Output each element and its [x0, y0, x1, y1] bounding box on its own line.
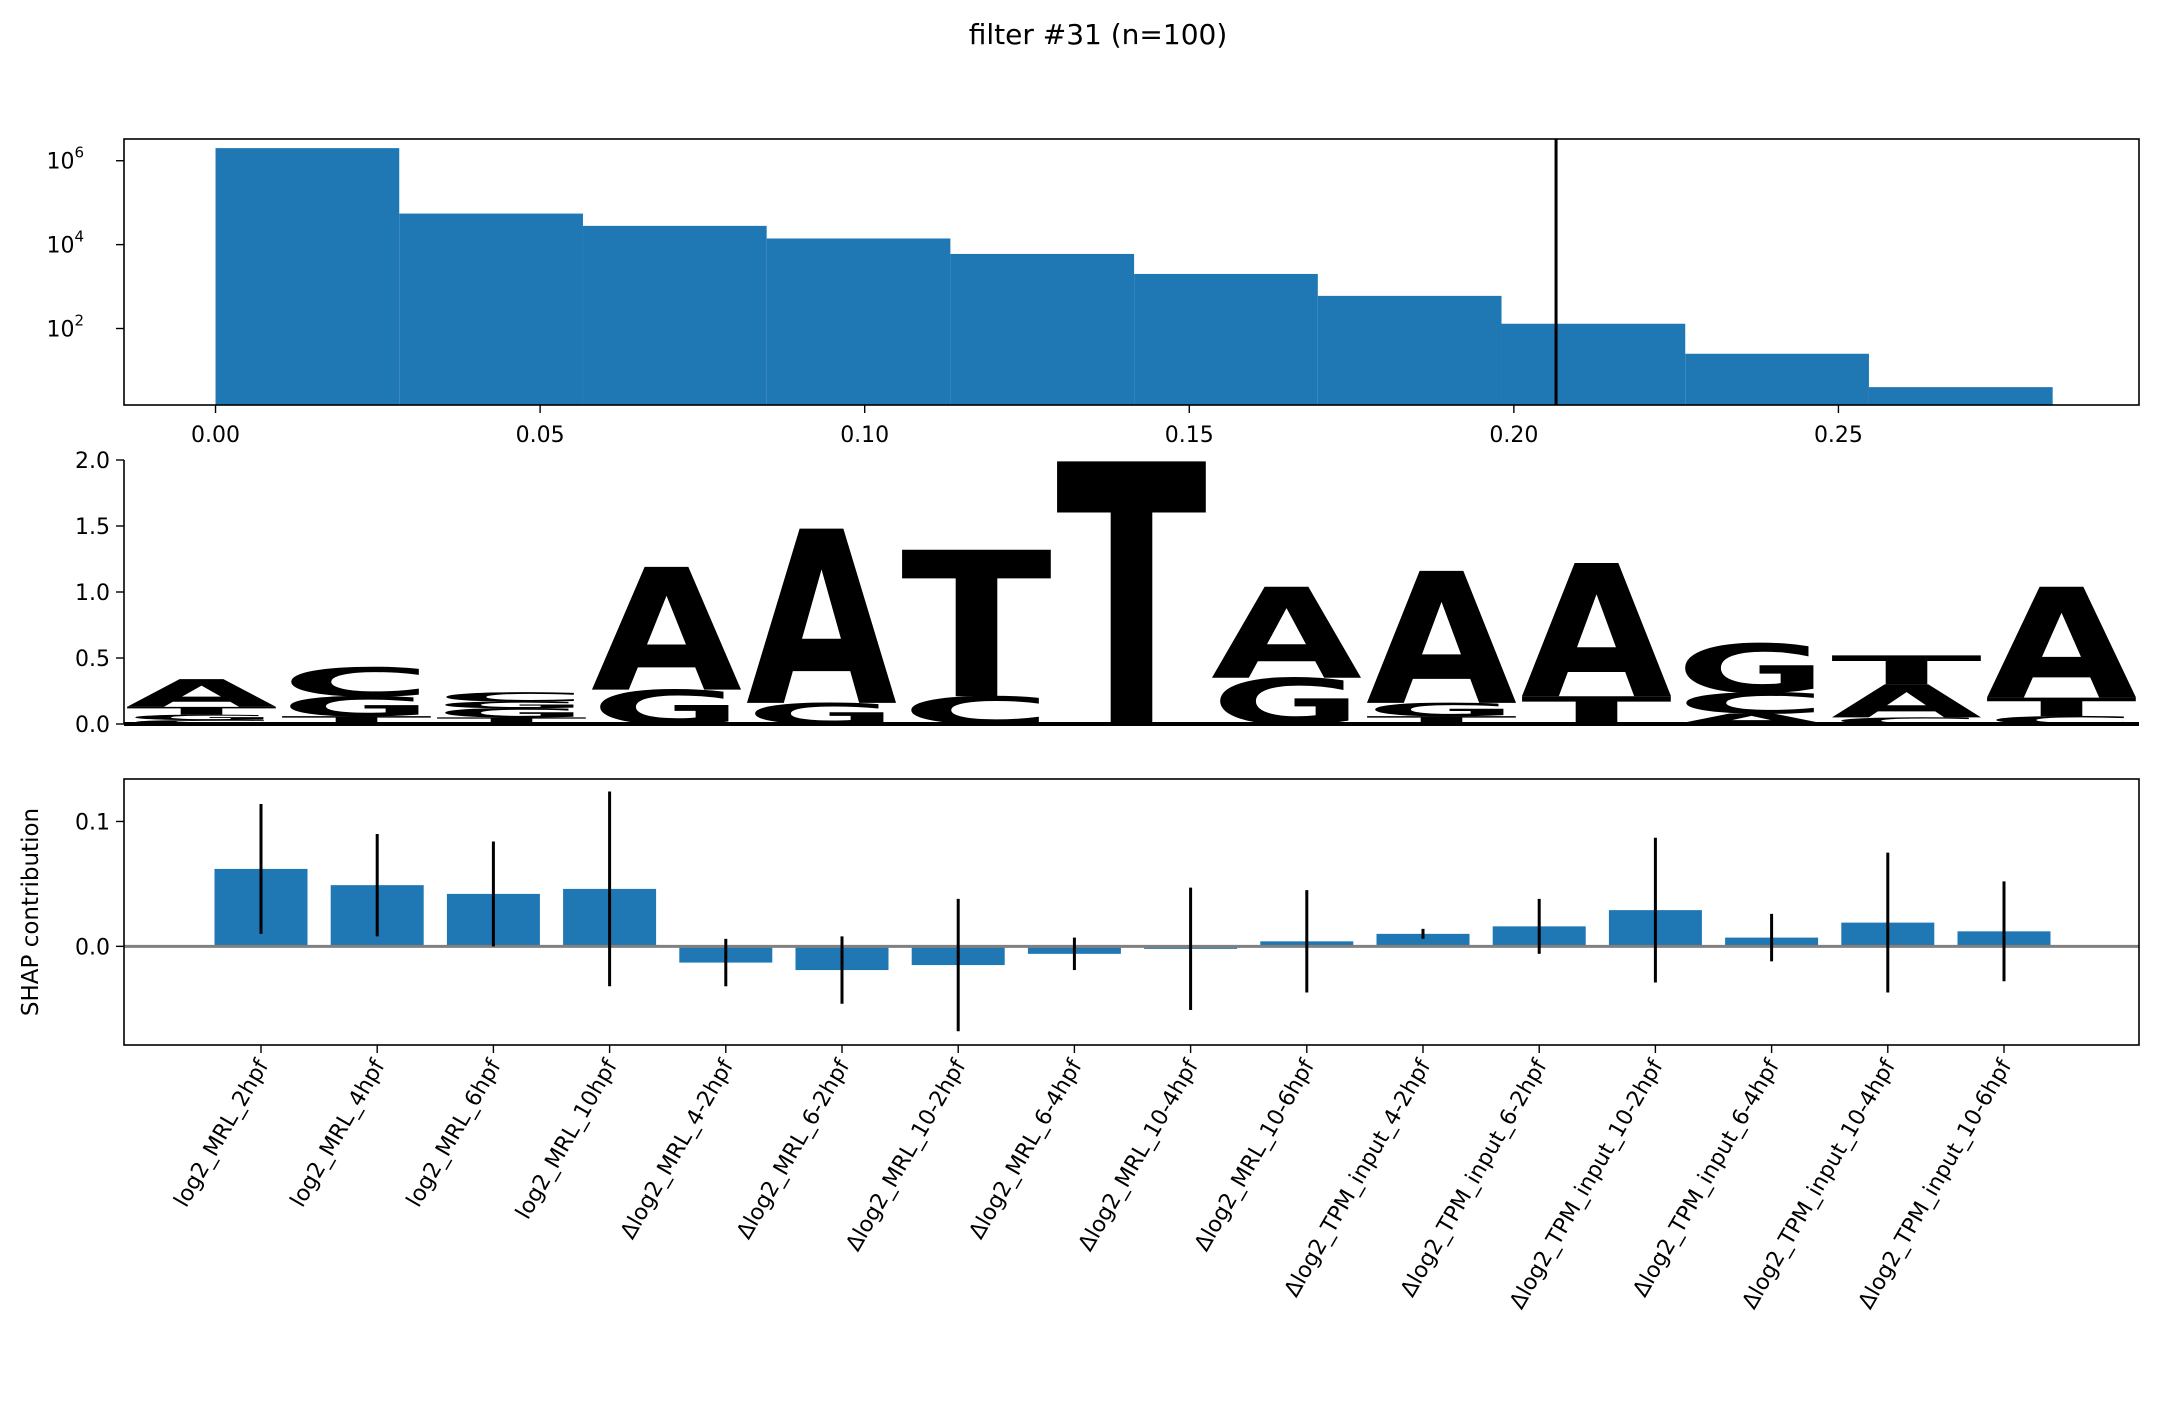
histogram-bar: [766, 238, 951, 405]
logo-letter-a: A: [1831, 676, 1982, 728]
histogram-bar: [399, 213, 583, 405]
logo-y-axis: 0.0 0.5 1.0 1.5 2.0: [75, 449, 124, 738]
logo-letter-a: A: [1521, 527, 1672, 740]
histogram-bar: [582, 225, 767, 405]
shap-bar: [1376, 933, 1470, 947]
histogram-bar: [1501, 323, 1686, 405]
histogram-x-tick-label: 0.05: [516, 423, 565, 448]
shap-y-axis: 0.0 0.1: [75, 810, 124, 960]
logo-letter-g: G: [591, 680, 742, 735]
logo-letter-g: G: [1211, 665, 1362, 739]
histogram-y-tick-exponent: 6: [74, 144, 84, 162]
histogram-y-tick-label: 106: [46, 144, 84, 175]
histogram-x-tick-label: 0.10: [840, 423, 889, 448]
histogram-x-axis: 0.00 0.05 0.10 0.15 0.20 0.25: [191, 405, 1863, 448]
logo-letter-t: T: [126, 705, 277, 718]
histogram-y-tick-base: 10: [46, 234, 74, 259]
shap-frame: [123, 778, 2140, 1046]
histogram-bar: [1868, 387, 2053, 405]
histogram-bars: [215, 148, 2053, 406]
logo-letter-c: C: [281, 659, 432, 706]
logo-letter-a: A: [126, 672, 277, 716]
histogram-y-tick-base: 10: [46, 318, 74, 343]
figure-title: filter #31 (n=100): [969, 18, 1228, 51]
histogram-y-tick-exponent: 2: [74, 312, 84, 330]
logo-letter-a: A: [591, 534, 742, 730]
logo-letter-g: G: [1676, 630, 1827, 708]
logo-letter-c: C: [436, 690, 587, 705]
histogram-bar: [1685, 353, 1869, 405]
histogram-bar: [1134, 273, 1318, 405]
sequence-logo-panel: CGTATGCTGGCGAGACTTGATGATAACGCATCTA 0.00.…: [75, 389, 2139, 810]
logo-letter-g: G: [281, 691, 432, 723]
histogram-bar: [950, 253, 1135, 405]
logo-y-tick-label: 2.0: [75, 449, 110, 474]
logo-letter-t: T: [436, 716, 587, 727]
logo-letter-a: A: [1211, 562, 1362, 708]
histogram-x-tick-label: 0.25: [1814, 423, 1863, 448]
logo-letter-t: T: [1986, 693, 2137, 722]
logo-y-tick-label: 0.0: [75, 713, 110, 738]
logo-letter-t: T: [901, 510, 1052, 744]
histogram-y-tick-label: 102: [46, 312, 84, 343]
logo-letter-a: A: [746, 483, 897, 760]
histogram-x-tick-label: 0.15: [1165, 423, 1214, 448]
histogram-frame: [123, 138, 2140, 406]
logo-letter-c: C: [1676, 687, 1827, 721]
histogram-y-tick-label: 104: [46, 228, 84, 259]
shap-error-bars: [259, 791, 2006, 1032]
histogram-bar: [1317, 295, 1502, 405]
shap-y-axis-label: SHAP contribution: [18, 808, 44, 1016]
histogram-y-tick-base: 10: [46, 150, 74, 175]
histogram-x-tick-label: 0.20: [1489, 423, 1538, 448]
logo-y-tick-label: 0.5: [75, 647, 110, 672]
logo-letter-g: G: [1366, 699, 1517, 720]
logo-letter-t: T: [1831, 647, 1982, 694]
histogram-x-tick-label: 0.00: [191, 423, 240, 448]
logo-y-tick-label: 1.5: [75, 515, 110, 540]
logo-letter-g: G: [436, 706, 587, 721]
logo-letter-a: A: [1986, 558, 2137, 735]
logo-letter-g: G: [126, 713, 277, 721]
shap-y-tick-label: 0.1: [75, 810, 110, 835]
histogram-bar: [215, 148, 400, 406]
logo-letter-a: A: [1366, 535, 1517, 746]
logo-letter-t: T: [1056, 389, 1208, 810]
logo-y-tick-label: 1.0: [75, 581, 110, 606]
shap-y-tick-label: 0.0: [75, 935, 110, 960]
logo-letter-c: C: [1831, 716, 1982, 727]
logo-letter-g: G: [436, 700, 587, 711]
histogram-y-tick-exponent: 4: [74, 228, 84, 246]
